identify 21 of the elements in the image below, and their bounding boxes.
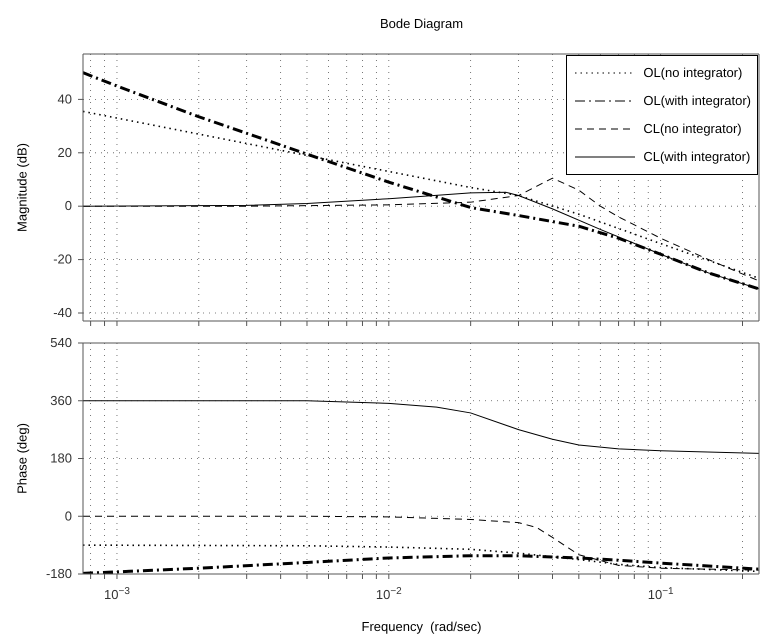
y-tick-label: 540: [50, 335, 72, 350]
y-tick-label: 40: [58, 91, 72, 106]
y-tick-label: -20: [53, 252, 72, 267]
legend-label: CL(no integrator): [643, 120, 742, 138]
y-axis-title: Phase (deg): [14, 423, 30, 494]
legend-label: OL(with integrator): [643, 92, 751, 110]
y-tick-label: 20: [58, 144, 72, 160]
y-tick-label: 0: [64, 508, 72, 524]
y-tick-label: 360: [50, 392, 72, 408]
y-tick-label: 180: [50, 450, 72, 466]
x-axis-title: Frequency (rad/sec): [360, 619, 482, 634]
y-tick-label: 0: [64, 198, 72, 214]
y-axis-title: Magnitude (dB): [14, 143, 30, 232]
x-tick-label: 10$^{−1}$: [648, 586, 674, 602]
x-tick-label: 10$^{−3}$: [104, 586, 130, 602]
y-tick-label: -180: [46, 566, 72, 581]
y-tick-label: -40: [53, 304, 72, 320]
legend-label: CL(with integrator): [643, 148, 750, 166]
x-tick-label: 10$^{−2}$: [376, 586, 402, 602]
legend-label: OL(no integrator): [643, 64, 742, 82]
chart-title: Bode Diagram: [378, 16, 464, 31]
